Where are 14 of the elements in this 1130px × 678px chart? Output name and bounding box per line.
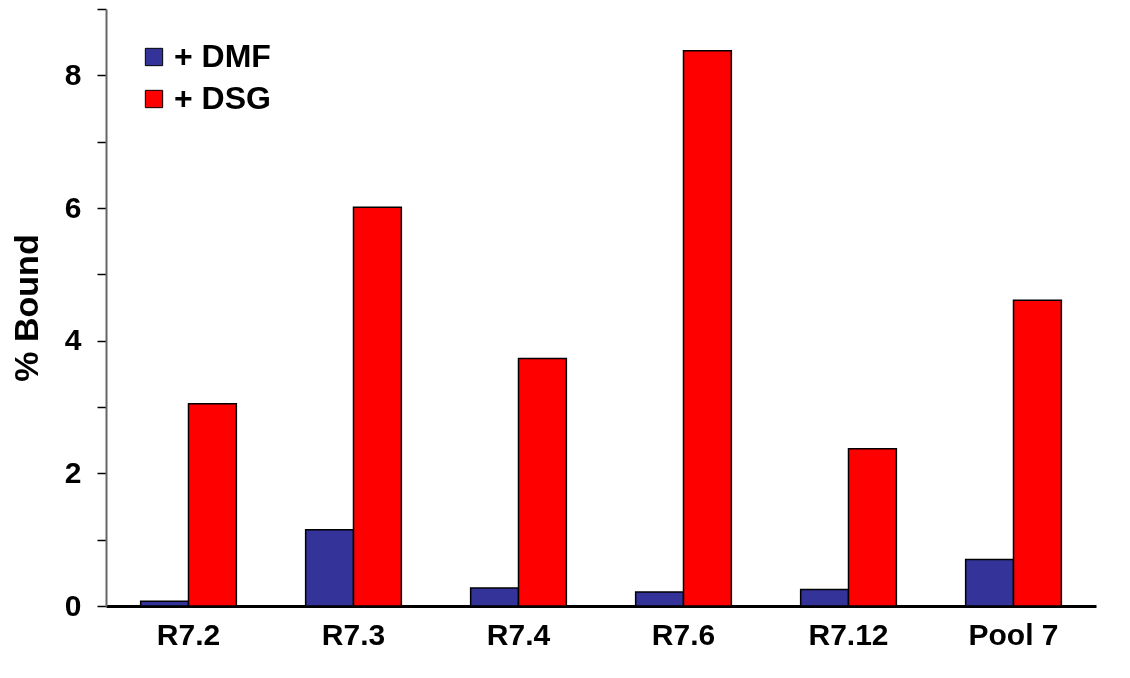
x-tick-label: R7.6 (651, 617, 716, 651)
y-tick-label: 0 (64, 588, 82, 622)
x-tick-label: R7.3 (321, 617, 386, 651)
y-axis-title: % Bound (6, 234, 45, 382)
x-tick-label: R7.4 (486, 617, 551, 651)
legend-label: + DSG (174, 80, 271, 116)
y-tick-label: 2 (64, 455, 82, 489)
legend-label: + DMF (174, 38, 271, 74)
y-tick-label: 4 (64, 323, 82, 357)
y-tick-label: 8 (64, 57, 82, 91)
x-tick-label: R7.12 (808, 617, 889, 651)
x-tick-label: R7.2 (156, 617, 221, 651)
x-tick-label: Pool 7 (968, 617, 1059, 651)
y-tick-label: 6 (64, 190, 82, 224)
